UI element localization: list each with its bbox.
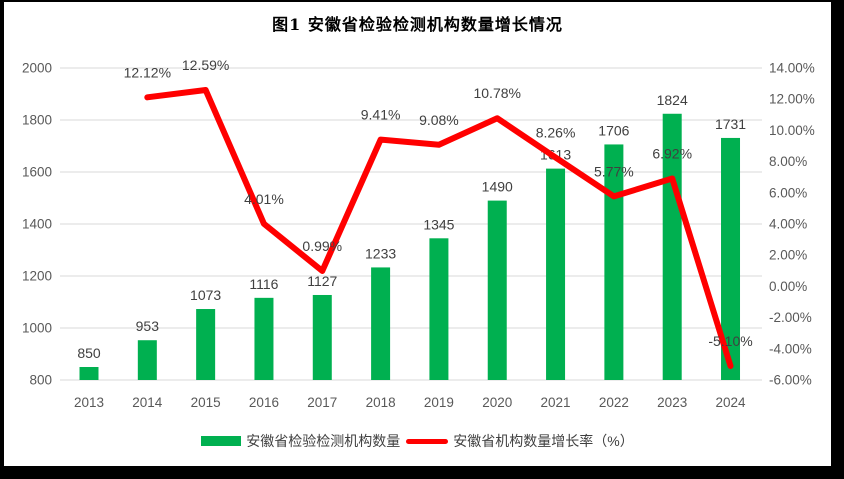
bar-2019 (429, 238, 449, 380)
y-axis-right-tick-label: -6.00% (769, 373, 812, 388)
bar-value-label: 1233 (365, 245, 396, 261)
y-axis-right-tick-label: 12.00% (769, 92, 815, 107)
line-value-label: 12.59% (182, 57, 229, 73)
growth-rate-line (144, 86, 734, 369)
y-axis-right-tick-label: 6.00% (769, 185, 807, 200)
bar-value-label: 1731 (715, 116, 746, 132)
chart-background (4, 2, 831, 466)
legend-line-series-label: 安徽省机构数量增长率（%） (453, 433, 634, 449)
bar-2017 (312, 294, 332, 380)
line-value-label: 6.92% (652, 145, 692, 161)
bar-value-label: 1490 (482, 179, 513, 195)
y-axis-right-tick-label: 4.00% (769, 217, 807, 232)
chart-title: 图1 安徽省检验检测机构数量增长情况 (272, 15, 563, 34)
bar-2021 (546, 168, 566, 380)
line-value-label: 4.01% (244, 191, 284, 207)
x-axis-category-label: 2023 (657, 395, 687, 410)
line-value-label: 5.77% (594, 163, 634, 179)
gridlines (60, 67, 762, 381)
x-axis-category-label: 2021 (541, 395, 571, 410)
x-axis-category-label: 2014 (132, 395, 163, 410)
bar-2014 (137, 340, 157, 380)
line-value-label: 8.26% (536, 125, 576, 141)
bar-2016 (254, 297, 274, 380)
y-axis-right-tick-label: 2.00% (769, 248, 807, 263)
bar-2024 (721, 137, 741, 380)
line-value-label: 12.12% (124, 64, 171, 80)
bar-value-label: 1127 (307, 273, 337, 289)
line-value-labels: 12.12% 12.59% 4.01% 0.99% 9.41% 9.08% 10.78% 8.… (124, 57, 753, 349)
y-axis-left-tick-label: 1800 (22, 113, 52, 128)
y-axis-left-tick-label: 1600 (22, 165, 52, 180)
x-axis-category-label: 2018 (366, 395, 396, 410)
x-axis-category-label: 2024 (715, 395, 746, 410)
bar-2015 (196, 309, 216, 380)
bar-2013 (79, 367, 99, 380)
x-axis-category-label: 2022 (599, 395, 629, 410)
bar-value-label: 1073 (190, 287, 221, 303)
bar-2018 (371, 267, 391, 380)
bar-value-label: 1345 (423, 216, 454, 232)
y-axis-left-tick-label: 800 (29, 373, 52, 388)
bar-value-label: 850 (77, 345, 101, 361)
y-axis-left-labels: 800 1000 1200 1400 1600 1800 2000 (22, 61, 52, 388)
legend-item-bar-series: 安徽省检验检测机构数量 (201, 431, 400, 451)
x-axis-category-label: 2016 (249, 395, 279, 410)
legend-bar-swatch-icon (201, 436, 242, 446)
legend-line-swatch-icon (406, 438, 449, 444)
y-axis-right-tick-label: 10.00% (769, 123, 815, 138)
bar-2022 (604, 144, 624, 380)
y-axis-right-tick-label: -4.00% (769, 341, 812, 356)
x-axis-category-label: 2015 (191, 395, 221, 410)
y-axis-right-tick-label: 14.00% (769, 61, 815, 76)
y-axis-left-tick-label: 2000 (22, 61, 52, 76)
y-axis-right-tick-label: 8.00% (769, 154, 807, 169)
legend-bar-series-label: 安徽省检验检测机构数量 (246, 433, 401, 449)
x-axis-category-label: 2019 (424, 395, 454, 410)
x-axis-category-label: 2017 (307, 395, 337, 410)
bar-2020 (487, 200, 507, 380)
legend-item-line-series: 安徽省机构数量增长率（%） (406, 431, 634, 451)
y-axis-right-tick-label: 0.00% (769, 279, 807, 294)
line-value-label: -5.10% (708, 333, 752, 349)
line-value-label: 0.99% (302, 238, 342, 254)
line-series (144, 86, 734, 369)
bar-series (79, 113, 741, 380)
x-axis-category-label: 2013 (74, 395, 104, 410)
y-axis-right-tick-label: -2.00% (769, 310, 812, 325)
bar-value-label: 953 (136, 318, 160, 334)
bar-value-label: 1706 (598, 122, 629, 138)
x-axis-labels: 2013 2014 2015 2016 2017 2018 2019 2020 2021 2022… (74, 395, 746, 410)
legend: 安徽省检验检测机构数量 安徽省机构数量增长率（%） (4, 431, 831, 451)
line-value-label: 9.08% (419, 112, 459, 128)
x-axis-category-label: 2020 (482, 395, 512, 410)
line-value-label: 10.78% (473, 85, 520, 101)
y-axis-left-tick-label: 1400 (22, 217, 52, 232)
line-value-label: 9.41% (361, 107, 401, 123)
bar-value-label: 1116 (249, 276, 278, 292)
y-axis-right-labels: -6.00% -4.00% -2.00% 0.00% 2.00% 4.00% 6.00% 8.… (769, 61, 815, 388)
bar-value-label: 1824 (657, 92, 688, 108)
y-axis-left-tick-label: 1200 (22, 269, 52, 284)
y-axis-left-tick-label: 1000 (22, 321, 52, 336)
